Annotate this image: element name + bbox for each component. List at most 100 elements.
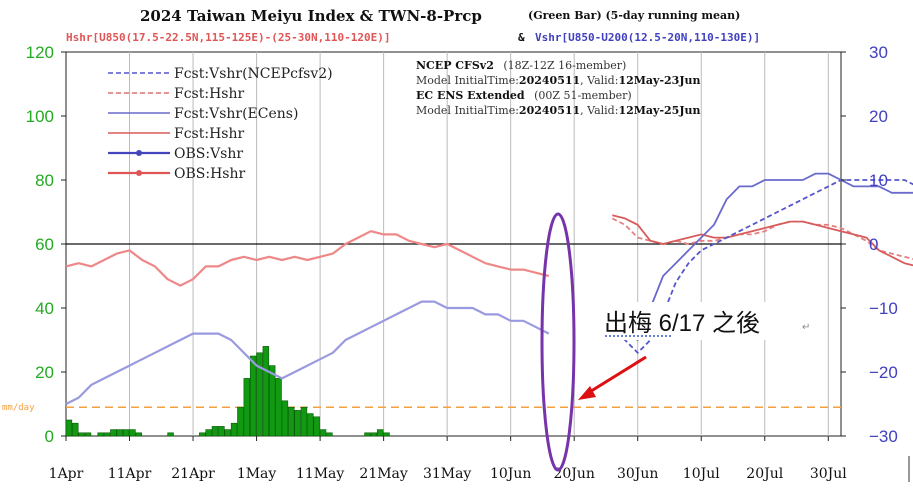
right-axis: −30 −20 −10 0 10 20 30: [841, 43, 898, 446]
annotation-arrow: [587, 355, 647, 395]
precip-bar: [122, 429, 130, 437]
precip-bars: [65, 346, 390, 437]
precip-bar: [313, 416, 320, 437]
precip-bar: [230, 422, 238, 437]
precip-bar: [256, 352, 263, 437]
precip-bar: [275, 378, 282, 437]
precip-bar: [249, 355, 257, 437]
x-tick-label: 21Apr: [171, 466, 215, 482]
precip-bar: [307, 413, 314, 437]
subtitle-amp: &: [518, 31, 525, 44]
right-tick-label: 20: [869, 107, 888, 126]
right-tick-label: −20: [869, 363, 898, 382]
x-tick-label: 10Jun: [490, 466, 531, 482]
chart-title: 2024 Taiwan Meiyu Index & TWN-8-Prcp: [140, 7, 482, 25]
x-tick-label: 11May: [296, 466, 344, 482]
precip-bar: [103, 432, 111, 437]
info-line-3: EC ENS Extended (00Z 51-member): [416, 89, 632, 102]
series-line: [65, 230, 550, 287]
precip-bar: [224, 429, 231, 437]
precip-bar: [383, 432, 390, 437]
legend: Fcst:Vshr(NCEPcfsv2) Fcst:Hshr Fcst:Vshr(E…: [108, 66, 333, 182]
left-tick-label: 100: [26, 107, 54, 126]
left-tick-label: 120: [26, 43, 54, 62]
precip-bar: [262, 346, 270, 437]
precip-bar: [211, 426, 219, 437]
legend-label: OBS:Vshr: [174, 146, 243, 162]
precip-bar: [97, 432, 104, 437]
precip-bar: [237, 406, 244, 437]
left-tick-label: 60: [35, 235, 54, 254]
legend-label: Fcst:Hshr: [174, 86, 244, 102]
precip-bar: [364, 432, 371, 437]
legend-label: Fcst:Hshr: [174, 126, 244, 142]
precip-bar: [370, 432, 378, 437]
x-tick-label: 21May: [359, 466, 407, 482]
legend-label: OBS:Hshr: [174, 166, 245, 182]
right-tick-label: 30: [869, 43, 888, 62]
precip-bar: [116, 429, 123, 437]
precip-bar: [167, 432, 174, 437]
precip-bar: [243, 378, 251, 437]
precip-bar: [268, 365, 276, 437]
x-tick-label: 20Jun: [553, 466, 594, 482]
x-tick-label: 30Jun: [617, 466, 658, 482]
legend-marker: [136, 170, 142, 176]
precip-bar: [129, 429, 136, 437]
x-tick-label: 20Jul: [746, 466, 783, 482]
x-tick-label: 30Jul: [810, 466, 847, 482]
precip-bar: [72, 422, 79, 437]
x-tick-label: 10Jul: [683, 466, 720, 482]
model-info: NCEP CFSv2 (18Z-12Z 16-member) Model Ini…: [416, 59, 701, 117]
series-line: [611, 172, 913, 341]
info-line-4: Model InitialTime:20240511, Valid:12May-…: [416, 104, 701, 117]
series-line: [612, 214, 913, 267]
left-tick-label: 80: [35, 171, 54, 190]
chart-title-sub: (Green Bar) (5-day running mean): [528, 9, 740, 22]
annotation-bg: [600, 302, 812, 340]
annotation-text: 出梅 6/17 之後: [604, 310, 760, 337]
legend-label: Fcst:Vshr(ECens): [174, 106, 298, 122]
precip-bar: [65, 419, 73, 437]
right-tick-label: 0: [869, 235, 878, 254]
annotation-arrowhead: [578, 386, 596, 400]
highlight-oval: [540, 212, 576, 472]
left-tick-label: 20: [35, 363, 54, 382]
plot-area: [65, 51, 913, 437]
precip-bar: [294, 410, 301, 437]
info-line-1: NCEP CFSv2 (18Z-12Z 16-member): [416, 59, 626, 72]
info-line-2: Model InitialTime:20240511, Valid:12May-…: [416, 74, 701, 87]
precip-bar: [110, 429, 117, 437]
precip-bar: [281, 400, 289, 437]
x-axis: 1Apr 11Apr 21Apr 1May 11May 21May 31May 10Jun 20…: [49, 436, 847, 482]
legend-marker: [136, 150, 142, 156]
left-tick-label: 40: [35, 299, 54, 318]
threshold-label: mm/day: [2, 403, 35, 413]
series-line: [65, 300, 550, 405]
right-tick-label: 10: [869, 171, 888, 190]
x-tick-label: 1May: [237, 466, 277, 482]
precip-bar: [205, 429, 212, 437]
left-tick-label: 0: [45, 427, 54, 446]
precip-bar: [218, 426, 225, 437]
subtitle-hshr: Hshr[U850(17.5-22.5N,115-125E)-(25-30N,1…: [66, 31, 391, 44]
left-axis: 0 20 40 60 80 100 120: [26, 43, 66, 446]
precip-bar: [288, 406, 295, 437]
precip-bar: [376, 429, 384, 437]
annotation-mark: ↵: [802, 322, 810, 333]
precip-bar: [199, 432, 206, 437]
precip-bar: [300, 406, 308, 437]
subtitle-vshr: Vshr[U850-U200(12.5-20N,110-130E)]: [535, 31, 760, 44]
right-tick-label: −10: [869, 299, 898, 318]
x-tick-label: 31May: [423, 466, 471, 482]
x-tick-label: 11Apr: [108, 466, 152, 482]
precip-bar: [84, 432, 92, 437]
precip-bar: [78, 432, 85, 437]
precip-bar: [326, 432, 333, 437]
precip-bar: [319, 429, 327, 437]
right-tick-label: −30: [869, 427, 898, 446]
x-tick-label: 1Apr: [49, 466, 84, 482]
legend-label: Fcst:Vshr(NCEPcfsv2): [174, 66, 333, 82]
precip-bar: [135, 432, 143, 437]
